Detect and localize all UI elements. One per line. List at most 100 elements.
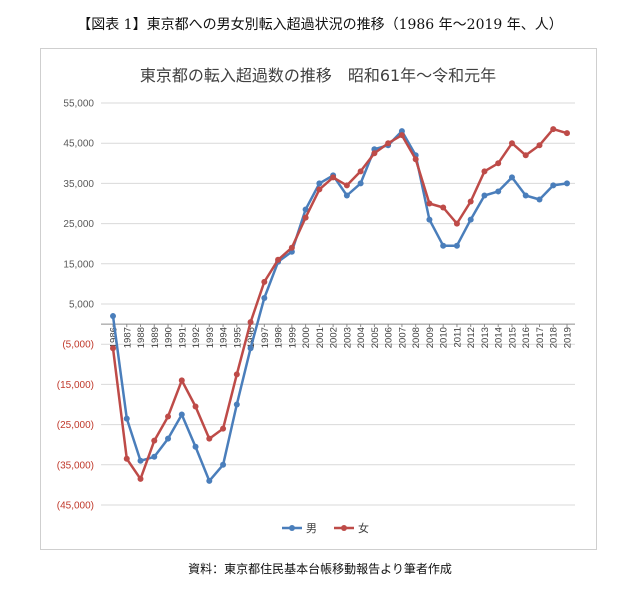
data-point xyxy=(426,216,433,223)
data-point xyxy=(316,180,323,187)
x-tick-label: 2012 xyxy=(466,327,477,348)
data-point xyxy=(536,142,543,149)
data-point xyxy=(481,192,488,199)
data-point xyxy=(467,198,474,205)
x-tick-label: 2002 xyxy=(329,327,340,348)
y-tick-label: 15,000 xyxy=(63,259,94,270)
data-point xyxy=(178,411,185,418)
data-point xyxy=(385,140,392,147)
data-point xyxy=(206,477,213,484)
data-point xyxy=(247,319,254,326)
data-point xyxy=(275,256,282,263)
x-tick-label: 1994 xyxy=(219,327,230,348)
data-point xyxy=(192,443,199,450)
x-tick-label: 1999 xyxy=(287,327,298,348)
x-tick-label: 2009 xyxy=(425,327,436,348)
y-tick-label: 55,000 xyxy=(63,99,94,110)
data-point xyxy=(137,475,144,482)
x-tick-label: 1992 xyxy=(191,327,202,348)
data-point xyxy=(192,403,199,410)
data-point xyxy=(302,206,309,213)
x-tick-label: 2015 xyxy=(507,327,518,348)
x-tick-label: 2005 xyxy=(370,327,381,348)
x-tick-label: 2019 xyxy=(563,327,574,348)
y-tick-label: (5,000) xyxy=(62,340,94,351)
data-point xyxy=(508,140,515,147)
data-point xyxy=(123,415,130,422)
x-tick-label: 1989 xyxy=(150,327,161,348)
data-point xyxy=(371,150,378,157)
x-tick-label: 1988 xyxy=(136,327,147,348)
x-tick-label: 1996 xyxy=(246,327,257,348)
x-tick-label: 2013 xyxy=(480,327,491,348)
data-point xyxy=(151,453,158,460)
data-point xyxy=(261,294,268,301)
data-point xyxy=(151,437,158,444)
data-point xyxy=(178,377,185,384)
x-tick-label: 2014 xyxy=(494,327,505,348)
x-tick-label: 2010 xyxy=(439,327,450,348)
data-point xyxy=(165,435,172,442)
y-tick-label: (35,000) xyxy=(57,460,94,471)
data-point xyxy=(357,180,364,187)
data-point xyxy=(316,186,323,193)
data-point xyxy=(343,192,350,199)
data-point xyxy=(522,192,529,199)
y-tick-label: (45,000) xyxy=(57,501,94,512)
data-point xyxy=(522,152,529,159)
data-point xyxy=(564,180,570,187)
data-point xyxy=(357,168,364,175)
data-point xyxy=(453,220,460,227)
x-tick-label: 1998 xyxy=(274,327,285,348)
data-point xyxy=(453,242,460,249)
data-point xyxy=(247,345,254,352)
data-point xyxy=(330,174,337,181)
data-point xyxy=(233,401,240,408)
data-point xyxy=(220,461,227,468)
data-point xyxy=(123,455,130,462)
y-tick-label: 25,000 xyxy=(63,219,94,230)
x-tick-label: 1995 xyxy=(232,327,243,348)
x-tick-label: 2016 xyxy=(521,327,532,348)
data-point xyxy=(467,216,474,223)
x-tick-label: 2017 xyxy=(535,327,546,348)
data-point xyxy=(288,244,295,251)
data-point xyxy=(440,242,447,249)
data-point xyxy=(220,425,227,432)
data-point xyxy=(481,168,488,175)
data-point xyxy=(536,196,543,203)
data-point xyxy=(206,435,213,442)
data-point xyxy=(412,156,419,163)
legend-label: 女 xyxy=(358,521,369,535)
data-point xyxy=(261,278,268,285)
x-tick-label: 1987 xyxy=(122,327,133,348)
data-point xyxy=(110,313,116,320)
x-tick-label: 1993 xyxy=(205,327,216,348)
x-tick-label: 2004 xyxy=(356,327,367,348)
data-point xyxy=(550,182,557,189)
data-point xyxy=(495,188,502,195)
series-line-female xyxy=(111,127,568,481)
x-tick-label: 2018 xyxy=(549,327,560,348)
source-note: 資料：東京都住民基本台帳移動報告より筆者作成 xyxy=(188,562,452,576)
x-tick-label: 1997 xyxy=(260,327,271,348)
x-tick-label: 2011 xyxy=(452,327,463,347)
legend-marker xyxy=(289,525,295,531)
x-tick-label: 2003 xyxy=(342,327,353,348)
x-tick-label: 2007 xyxy=(397,327,408,348)
x-tick-label: 2001 xyxy=(315,327,326,348)
y-tick-label: 35,000 xyxy=(63,179,94,190)
data-point xyxy=(440,204,447,211)
x-tick-label: 2000 xyxy=(301,327,312,348)
figure-caption: 【図表 1】東京都への男女別転入超過状況の推移（1986 年〜2019 年、人） xyxy=(77,17,563,33)
data-point xyxy=(550,126,557,133)
x-tick-label: 1990 xyxy=(164,327,175,348)
y-tick-label: 5,000 xyxy=(69,300,94,311)
data-point xyxy=(508,174,515,181)
x-tick-label: 2006 xyxy=(384,327,395,348)
y-tick-label: (15,000) xyxy=(57,380,94,391)
data-point xyxy=(564,130,570,137)
legend-label: 男 xyxy=(306,522,317,535)
data-point xyxy=(495,160,502,167)
